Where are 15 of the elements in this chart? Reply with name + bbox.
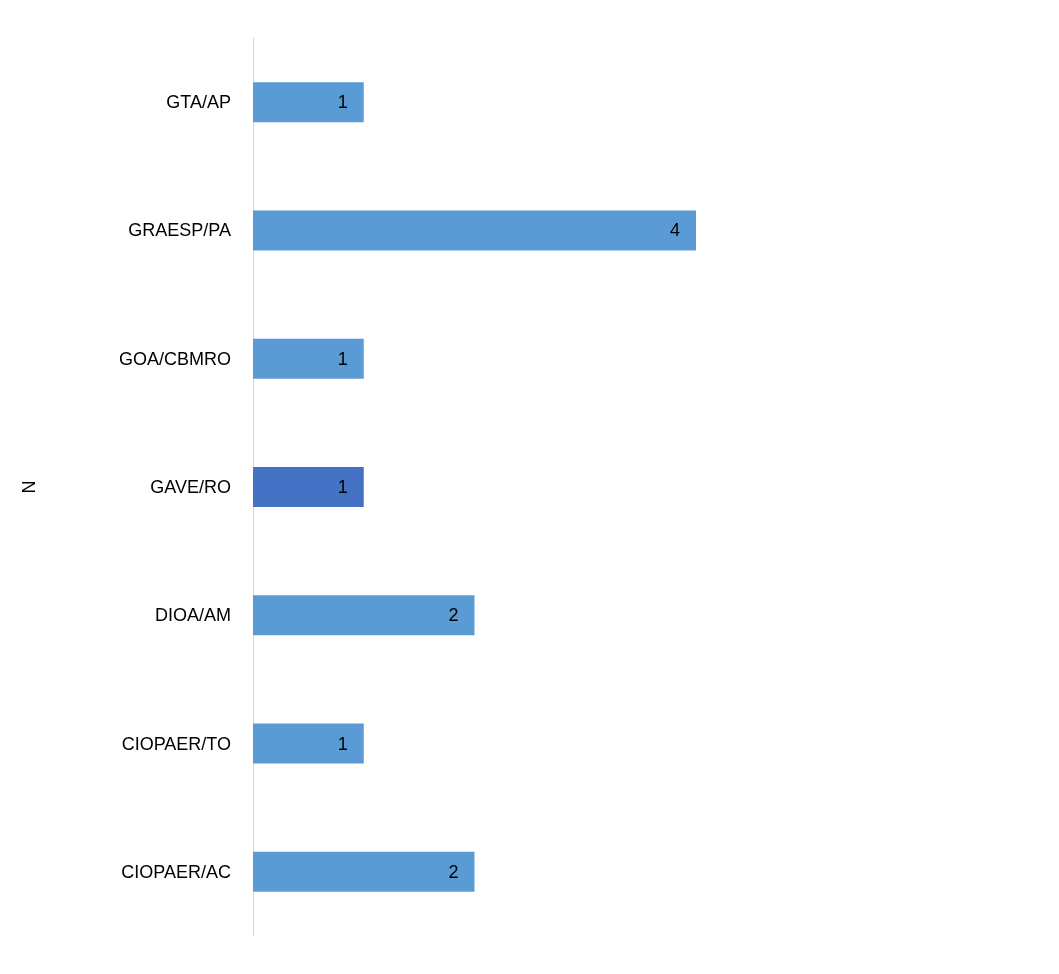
- data-label: 2: [448, 605, 459, 626]
- y-tick-label: GOA/CBMRO: [118, 348, 231, 369]
- y-tick-label: GAVE/RO: [150, 477, 231, 497]
- y-tick-label: DIOA/AM: [154, 605, 231, 626]
- y-tick-label: CIOPAER/AC: [121, 861, 231, 882]
- data-label: 2: [448, 861, 459, 882]
- data-label: 1: [337, 733, 348, 754]
- data-label: 1: [337, 92, 348, 113]
- y-axis-title: N: [19, 480, 39, 494]
- data-label: 1: [337, 477, 348, 497]
- data-label: 1: [337, 348, 348, 369]
- y-tick-label: GRAESP/PA: [128, 220, 231, 241]
- y-tick-label: GTA/AP: [166, 92, 231, 113]
- y-tick-label: CIOPAER/TO: [121, 733, 231, 754]
- data-label: 4: [669, 220, 680, 241]
